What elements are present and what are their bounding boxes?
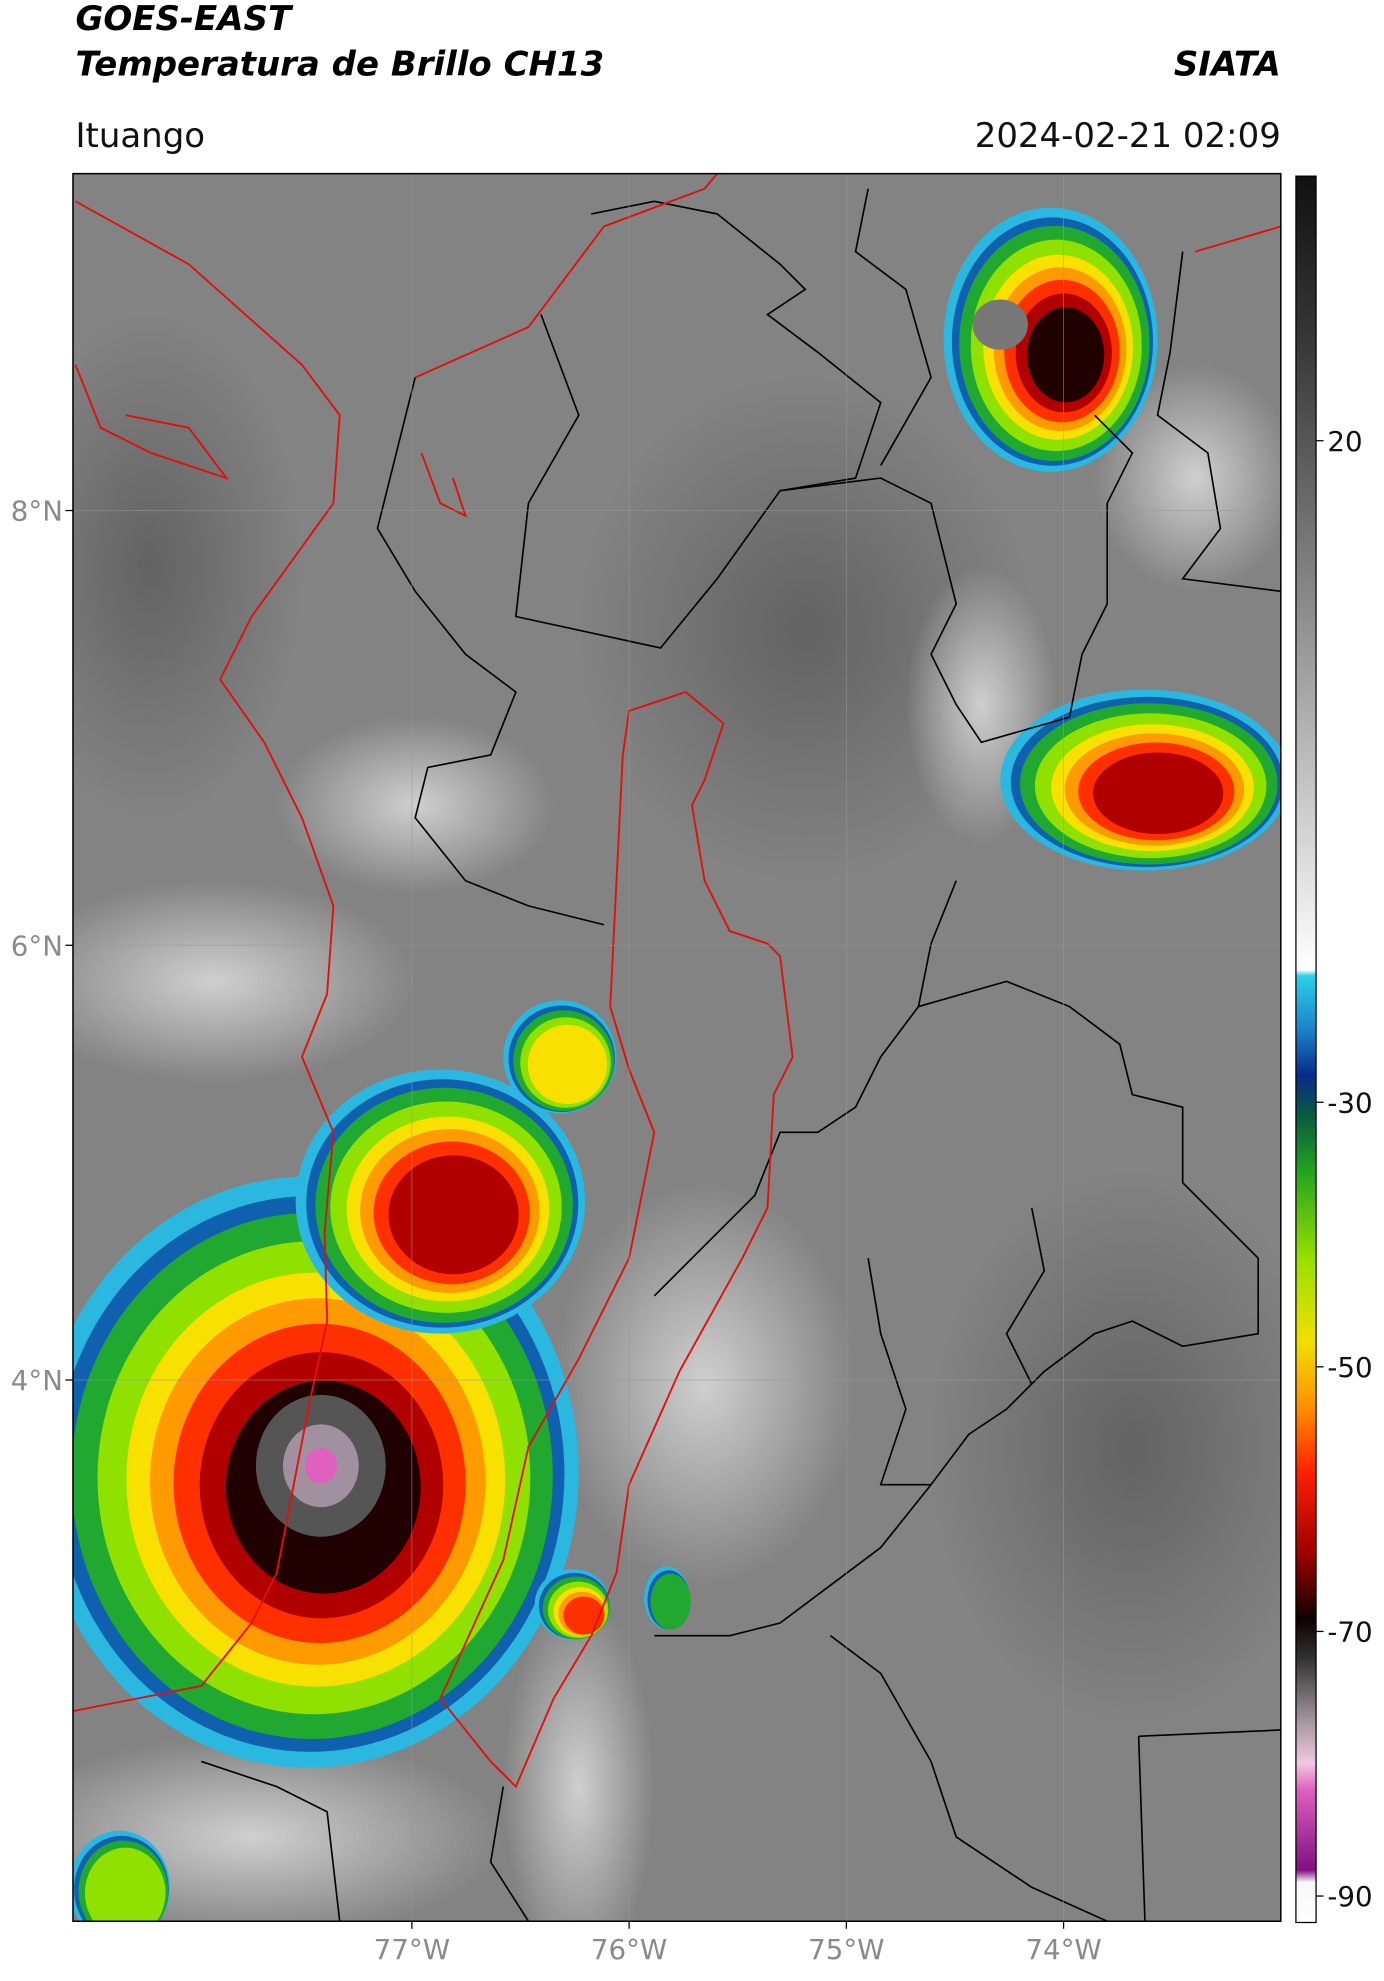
colorbar-tick-label: 20	[1327, 425, 1362, 458]
border	[514, 200, 882, 649]
y-tick-label: 4°N	[11, 1364, 63, 1397]
timestamp: 2024-02-21 02:09	[975, 116, 1281, 156]
cloud-level	[1027, 307, 1105, 403]
y-tick-label: 6°N	[11, 929, 63, 962]
red-borders	[72, 173, 1281, 1789]
border	[1156, 251, 1281, 593]
map-area	[72, 173, 1281, 1922]
border	[1138, 1729, 1281, 1738]
coastline	[420, 452, 468, 518]
colorbar-tick-label: -70	[1327, 1616, 1372, 1649]
border	[779, 414, 1134, 744]
shade	[72, 1736, 504, 1922]
colorbar-tick-label: -90	[1327, 1880, 1372, 1913]
border	[653, 880, 957, 1297]
cloud-core	[972, 299, 1028, 350]
x-tick-label: 74°W	[1025, 1933, 1101, 1966]
x-tick-label: 75°W	[808, 1933, 884, 1966]
border	[1005, 1207, 1046, 1385]
cloud-level	[650, 1573, 691, 1630]
border	[1137, 1736, 1146, 1922]
coastline	[1195, 225, 1281, 253]
shade	[72, 314, 302, 818]
cloud-level	[563, 1596, 605, 1635]
cloud-level	[84, 1847, 166, 1922]
shade	[553, 1182, 856, 1586]
coastline	[74, 364, 230, 480]
border	[376, 377, 605, 926]
border	[654, 980, 1259, 1637]
border	[201, 1760, 341, 1922]
colorbar-tick-label: -50	[1327, 1351, 1372, 1384]
shade	[1094, 364, 1281, 592]
x-tick-label: 77°W	[374, 1933, 450, 1966]
border	[867, 1258, 932, 1486]
storms	[72, 207, 1281, 1922]
coastline	[72, 200, 341, 1713]
shade	[931, 1170, 1281, 1724]
map-frame	[72, 172, 1282, 1922]
x-tick-label: 76°W	[591, 1933, 667, 1966]
cloud-level	[527, 1024, 608, 1105]
border	[829, 1634, 1108, 1922]
coastline	[414, 173, 718, 379]
colorbar-tick-label: -30	[1327, 1086, 1372, 1119]
shade	[72, 880, 416, 1083]
cloud-level	[1093, 752, 1224, 835]
subtitle: Temperatura de Brillo CH13	[75, 44, 604, 84]
source: SIATA	[1174, 44, 1281, 84]
border	[854, 188, 932, 466]
location: Ituango	[75, 116, 205, 156]
cloud-core	[304, 1448, 338, 1484]
y-tick-label: 8°N	[11, 495, 63, 528]
colorbar-ticks: -90 -70 -50 -30 20	[1316, 425, 1373, 1913]
border	[489, 1786, 530, 1922]
colorbar	[1295, 175, 1317, 1924]
title: GOES-EAST	[75, 0, 293, 39]
borders	[201, 188, 1281, 1922]
axes: 77°W 76°W 75°W 74°W 4°N 6°N 8°N	[11, 495, 1102, 1966]
cloud-level	[388, 1155, 519, 1275]
grid	[72, 173, 1281, 1922]
shade	[503, 1597, 655, 1922]
region-boundary	[439, 690, 794, 1789]
shade	[276, 717, 554, 894]
